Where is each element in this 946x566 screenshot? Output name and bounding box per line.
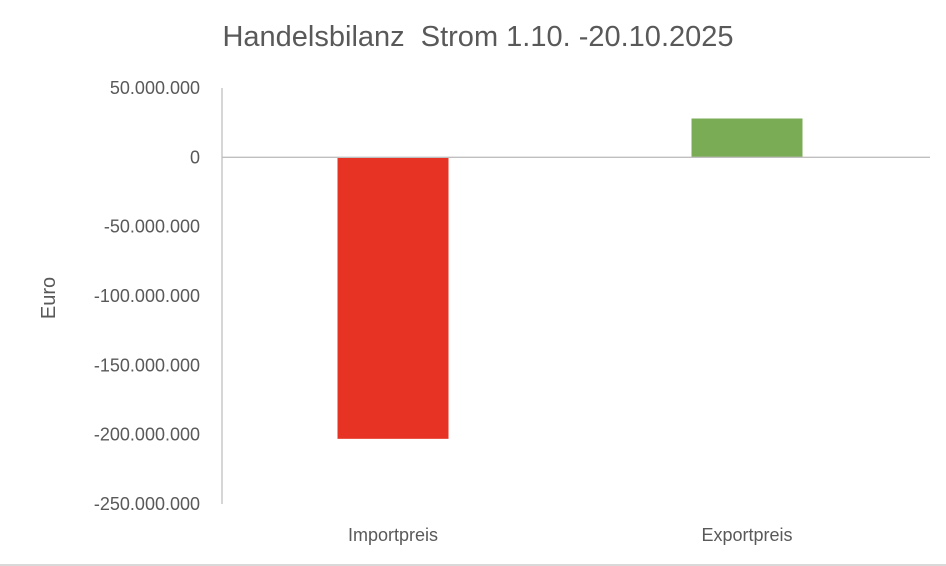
y-tick-label: -150.000.000 bbox=[94, 355, 200, 375]
y-tick-label: 50.000.000 bbox=[110, 78, 200, 98]
bottom-divider bbox=[0, 564, 946, 566]
bar-importpreis bbox=[337, 157, 449, 439]
y-tick-label: -100.000.000 bbox=[94, 286, 200, 306]
x-category-label: Importpreis bbox=[348, 525, 438, 545]
bar-exportpreis bbox=[691, 118, 803, 158]
y-tick-label: 0 bbox=[190, 147, 200, 167]
x-category-label: Exportpreis bbox=[701, 525, 792, 545]
y-tick-label: -50.000.000 bbox=[104, 217, 200, 237]
y-tick-label: -200.000.000 bbox=[94, 425, 200, 445]
chart-title: Handelsbilanz Strom 1.10. -20.10.2025 bbox=[222, 21, 733, 53]
y-axis-label: Euro bbox=[38, 277, 60, 319]
y-tick-label: -250.000.000 bbox=[94, 494, 200, 514]
